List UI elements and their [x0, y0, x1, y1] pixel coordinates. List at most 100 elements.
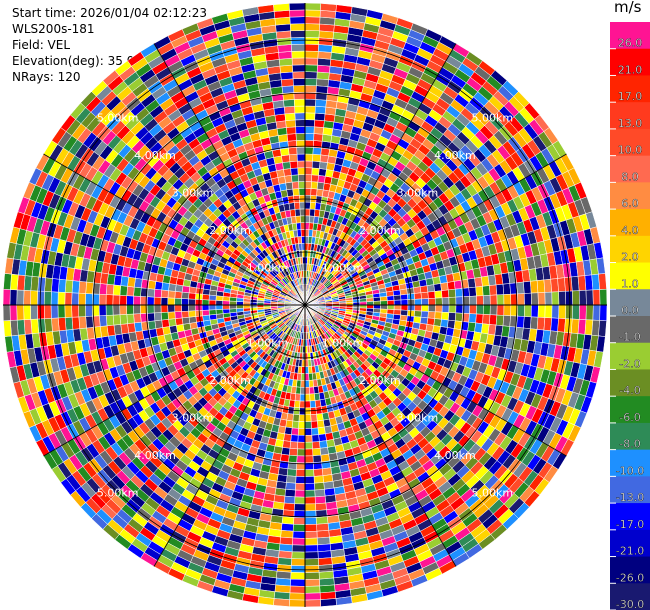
velocity-gate: [304, 57, 319, 66]
velocity-gate: [489, 294, 498, 306]
velocity-gate: [208, 304, 217, 311]
velocity-gate: [536, 279, 546, 294]
velocity-gate: [359, 298, 367, 303]
velocity-gate: [296, 455, 306, 464]
velocity-gate: [208, 309, 217, 316]
velocity-gate: [421, 304, 429, 312]
velocity-gate: [50, 304, 59, 319]
velocity-gate: [502, 315, 511, 327]
velocity-gate: [316, 523, 329, 532]
velocity-gate: [413, 286, 422, 294]
velocity-gate: [296, 448, 306, 457]
velocity-gate: [304, 98, 317, 107]
velocity-gate: [309, 393, 316, 402]
velocity-gate: [280, 530, 294, 539]
velocity-gate: [308, 379, 314, 388]
velocity-gate: [592, 289, 601, 306]
velocity-gate: [313, 133, 324, 142]
velocity-gate: [558, 291, 567, 306]
velocity-gate: [524, 292, 532, 306]
nrays-label: NRays: 120: [12, 70, 81, 84]
velocity-gate: [524, 304, 532, 318]
velocity-gate: [537, 304, 546, 318]
velocity-gate: [85, 281, 94, 295]
velocity-gate: [286, 468, 297, 477]
velocity-gate: [317, 550, 332, 559]
velocity-gate: [304, 469, 315, 477]
velocity-gate: [99, 315, 108, 327]
velocity-gate: [304, 71, 318, 80]
velocity-gate: [283, 433, 292, 442]
velocity-gate: [536, 316, 546, 331]
velocity-ray: [304, 6, 369, 306]
velocity-gate: [78, 281, 87, 294]
velocity-gate: [51, 278, 60, 293]
velocity-gate: [133, 313, 142, 324]
velocity-gate: [222, 304, 230, 310]
velocity-gate: [188, 310, 197, 318]
velocity-gate: [304, 2, 322, 11]
velocity-gate: [304, 551, 319, 560]
velocity-gate: [448, 296, 457, 306]
instrument-label: WLS200s-181: [12, 22, 95, 36]
velocity-gate: [379, 296, 388, 302]
velocity-gate: [315, 99, 327, 108]
velocity-gate: [288, 454, 298, 463]
velocity-gate: [71, 304, 80, 318]
velocity-gate: [304, 43, 319, 52]
velocity-gate: [295, 482, 306, 491]
velocity-gate: [304, 544, 319, 553]
velocity-gate: [387, 300, 395, 306]
velocity-gate: [133, 304, 141, 315]
velocity-gate: [85, 315, 94, 329]
velocity-gate: [181, 316, 191, 325]
velocity-gate: [300, 373, 306, 381]
velocity-gate: [413, 292, 422, 300]
velocity-gate: [304, 530, 318, 539]
velocity-gate: [599, 288, 608, 306]
velocity-gate: [278, 543, 293, 553]
velocity-gate: [304, 366, 309, 374]
velocity-gate: [229, 304, 237, 310]
velocity-ray: [304, 127, 559, 306]
velocity-gate: [455, 296, 464, 306]
velocity-gate: [168, 318, 177, 327]
velocity-gate: [278, 550, 293, 559]
velocity-gate: [2, 288, 11, 306]
velocity-gate: [181, 310, 190, 319]
velocity-gate: [312, 153, 322, 162]
velocity-gate: [85, 304, 93, 317]
velocity-gate: [147, 280, 157, 290]
velocity-gate: [188, 292, 197, 300]
velocity-gate: [181, 298, 189, 306]
velocity-gate: [565, 290, 573, 306]
velocity-gate: [283, 495, 296, 505]
velocity-gate: [530, 292, 539, 306]
velocity-gate: [523, 281, 532, 294]
velocity-ray: [304, 91, 530, 306]
velocity-gate: [304, 133, 315, 141]
velocity-gate: [299, 393, 306, 402]
velocity-gate: [598, 273, 607, 290]
velocity-gate: [304, 558, 319, 567]
velocity-gate: [319, 577, 335, 587]
velocity-gate: [434, 304, 443, 313]
velocity-gate: [530, 316, 539, 330]
velocity-gate: [304, 496, 316, 505]
velocity-gate: [126, 295, 134, 306]
velocity-gate: [292, 413, 300, 422]
velocity-gate: [320, 3, 337, 12]
velocity-gate: [316, 413, 324, 422]
velocity-gate: [119, 314, 128, 325]
velocity-gate: [314, 392, 321, 401]
velocity-gate: [23, 319, 33, 335]
velocity-gate: [441, 304, 450, 313]
velocity-gate: [551, 291, 560, 306]
velocity-gate: [167, 297, 176, 306]
velocity-gate: [283, 502, 295, 511]
velocity-gate: [496, 294, 505, 306]
velocity-gate: [147, 312, 156, 322]
velocity-gate: [3, 320, 12, 337]
velocity-gate: [294, 496, 306, 505]
velocity-gate: [295, 476, 306, 484]
